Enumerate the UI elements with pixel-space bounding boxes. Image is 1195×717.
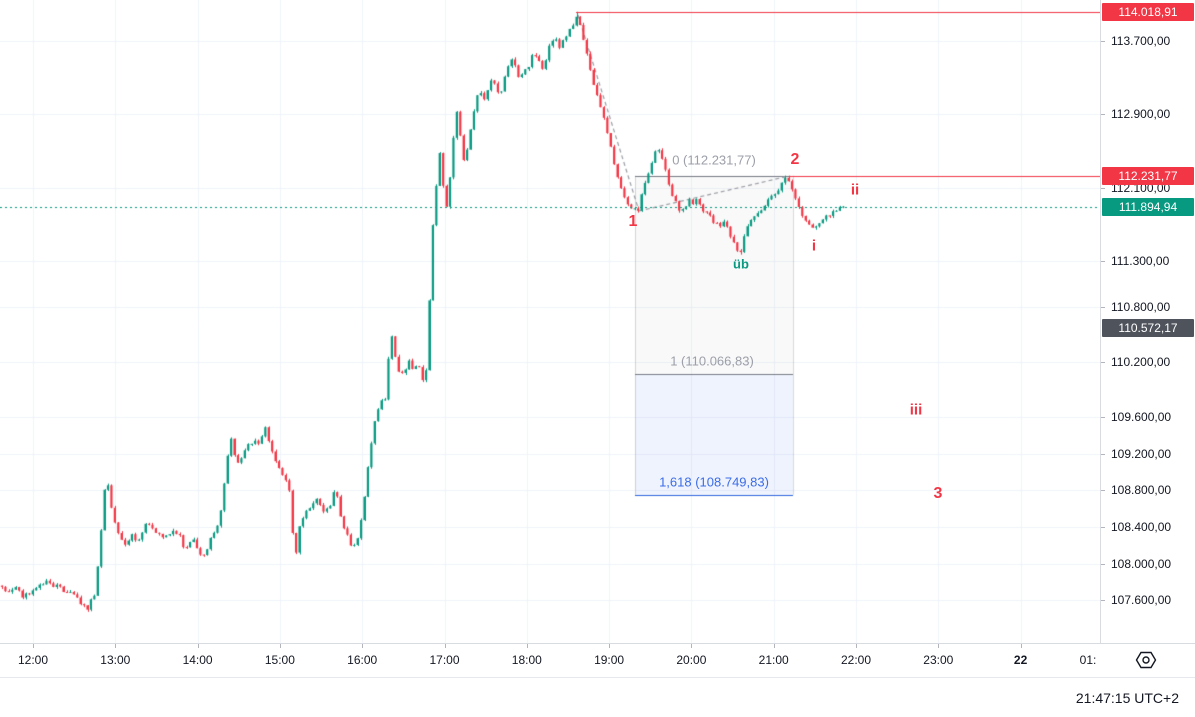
price-tick-mark — [1101, 453, 1105, 455]
time-tick-label: 19:00 — [594, 653, 625, 667]
price-tick-label: 110.800,00 — [1111, 299, 1171, 314]
price-tick-label: 112.900,00 — [1111, 107, 1171, 122]
time-tick-mark — [691, 644, 693, 648]
time-tick-mark — [526, 644, 528, 648]
wave-label[interactable]: 1 — [628, 213, 638, 230]
time-tick-mark — [856, 644, 857, 648]
time-tick-label: 12:00 — [17, 653, 49, 667]
price-tick-label: 107.600,00 — [1111, 593, 1172, 608]
time-tick-label: 15:00 — [264, 653, 295, 667]
price-tick-label: 113.700,00 — [1111, 34, 1171, 48]
time-tick-label: 17:00 — [429, 653, 460, 667]
time-tick-label: 13:00 — [100, 653, 131, 667]
time-tick-label: 21:00 — [758, 653, 789, 667]
price-tick-mark — [1101, 114, 1105, 116]
price-badge: 111.894,94 — [1102, 197, 1194, 216]
time-tick-label: 18:00 — [511, 653, 542, 667]
wave-label[interactable]: i — [811, 237, 817, 255]
time-tick-mark — [197, 644, 199, 648]
price-tick-label: 110.200,00 — [1111, 354, 1171, 369]
time-tick-label: 16:00 — [347, 653, 378, 667]
price-tick-mark — [1101, 187, 1105, 189]
price-tick-mark — [1101, 490, 1105, 492]
time-tick-label: 20:00 — [676, 653, 707, 667]
fib-level-label[interactable]: 1 (110.066,83) — [670, 353, 754, 369]
price-tick-mark — [1101, 306, 1105, 308]
price-tick-label: 111.300,00 — [1111, 254, 1170, 269]
price-tick-mark — [1101, 563, 1105, 565]
wave-label[interactable]: iii — [909, 401, 923, 419]
timezone-settings-icon[interactable] — [1134, 649, 1158, 676]
price-tick-label: 108.800,00 — [1111, 483, 1172, 498]
time-tick-mark — [33, 644, 34, 648]
time-tick-mark — [609, 644, 611, 648]
time-tick-mark — [1020, 644, 1022, 648]
price-axis[interactable]: 113.700,00 112.900,00 112.100,00 111.300,00… — [1100, 0, 1195, 643]
price-tick-label: 108.400,00 — [1111, 519, 1172, 534]
wave-label[interactable]: üb — [733, 256, 749, 272]
clock-utc-label: 21:47:15 UTC+2 — [1075, 690, 1179, 706]
price-tick-mark — [1101, 416, 1105, 418]
price-tick-label: 109.600,00 — [1111, 409, 1172, 424]
time-tick-mark — [444, 644, 446, 648]
time-tick-label: 01: — [1079, 653, 1097, 667]
time-tick-label: 22:00 — [840, 653, 872, 667]
fib-level-label[interactable]: 0 (112.231,77) — [672, 152, 756, 168]
time-tick-mark — [938, 644, 940, 648]
time-tick-label: 22 — [1013, 653, 1028, 667]
time-tick-label: 14:00 — [182, 653, 213, 667]
fib-level-label[interactable]: 1,618 (108.749,83) — [659, 474, 769, 490]
price-badge: 114.018,91 — [1102, 2, 1194, 21]
price-tick-mark — [1101, 361, 1105, 363]
price-tick-mark — [1101, 41, 1105, 42]
candlestick-canvas[interactable] — [0, 0, 1100, 643]
price-tick-mark — [1101, 600, 1105, 602]
time-tick-mark — [279, 644, 281, 648]
wave-label[interactable]: 2 — [790, 151, 800, 168]
time-tick-mark — [115, 644, 117, 648]
time-axis[interactable]: 12:00 13:00 14:00 15:00 16:00 17:00 18:00 19:00… — [0, 643, 1195, 678]
price-badge: 112.231,77 — [1102, 166, 1194, 185]
price-tick-mark — [1101, 261, 1105, 263]
wave-label[interactable]: 3 — [933, 485, 943, 502]
price-badge: 110.572,17 — [1102, 318, 1194, 337]
price-tick-label: 108.000,00 — [1111, 556, 1172, 571]
wave-label[interactable]: ii — [850, 181, 860, 199]
price-tick-mark — [1101, 526, 1105, 528]
status-bar: 21:47:15 UTC+2 — [0, 678, 1195, 717]
time-tick-label: 23:00 — [923, 653, 954, 667]
time-tick-mark — [773, 644, 775, 648]
chart-plot-area[interactable]: 0 (112.231,77) 1 (110.066,83) 1,618 (108.7… — [0, 0, 1100, 643]
time-tick-mark — [362, 644, 364, 648]
price-tick-label: 109.200,00 — [1111, 446, 1172, 461]
